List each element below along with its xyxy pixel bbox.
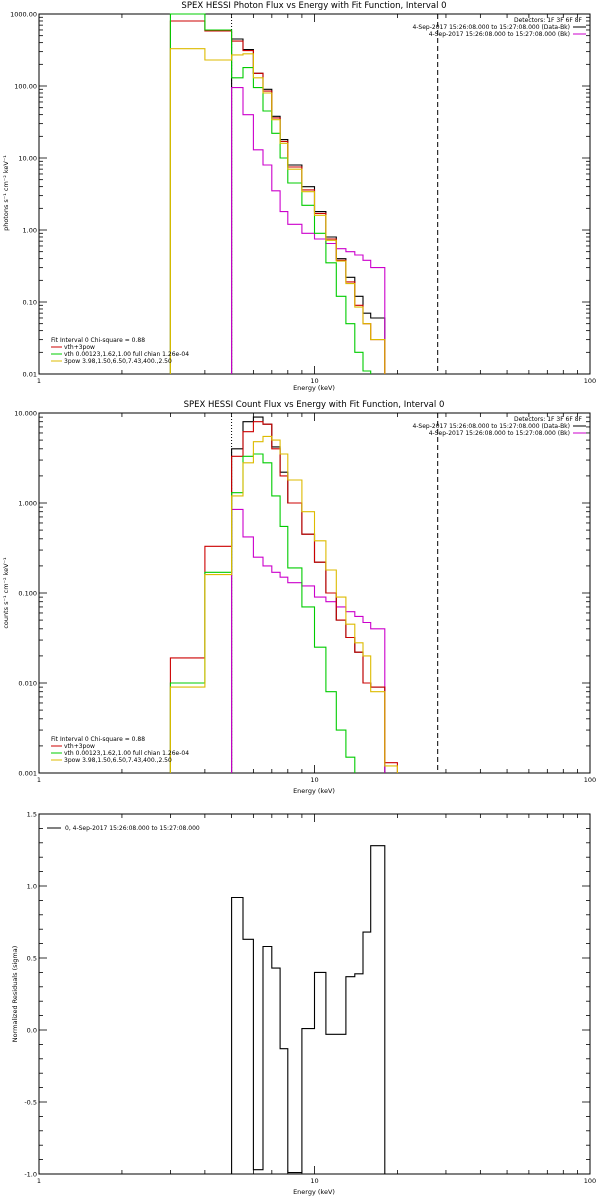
legend-entry-label: 4-Sep-2017 15:26:08.000 to 15:27:08.000 … — [412, 423, 570, 430]
legend-entry-label: vth+3pow — [64, 743, 95, 750]
series-vth-3pow — [169, 20, 386, 374]
legend-entry-label: 4-Sep-2017 15:26:08.000 to 15:27:08.000 … — [412, 24, 570, 31]
y-tick-label: 0.0 — [27, 1027, 37, 1035]
x-tick-label: 100 — [584, 1177, 596, 1185]
y-tick-label: 0.5 — [27, 955, 37, 963]
series-residuals — [231, 845, 386, 1174]
legend-entry-label: vth 0.00123,1.62,1.00 full chian 1.26e-0… — [64, 351, 189, 358]
x-tick-label: 1 — [37, 776, 41, 784]
count-flux-panel: SPEX HESSI Count Flux vs Energy with Fit… — [2, 400, 596, 795]
x-axis-label: Energy (keV) — [293, 1188, 335, 1196]
series-vth — [169, 453, 356, 773]
y-tick-label: 1.5 — [27, 811, 37, 819]
y-tick-label: 0.01 — [23, 371, 37, 379]
y-tick-label: 1.0 — [27, 883, 37, 891]
x-tick-label: 1 — [37, 1177, 41, 1185]
residuals-panel: Energy (keV) Normalized Residuals (sigma… — [11, 811, 596, 1197]
legend-entry-label: 0, 4-Sep-2017 15:26:08.000 to 15:27:08.0… — [65, 825, 200, 832]
x-axis-label: Energy (keV) — [293, 384, 335, 392]
y-tick-label: -0.5 — [24, 1099, 37, 1107]
x-tick-label: 10 — [310, 377, 318, 385]
y-tick-label: 10.000 — [14, 410, 37, 418]
photon-flux-panel: SPEX HESSI Photon Flux vs Energy with Fi… — [2, 1, 596, 392]
y-axis-label: counts s⁻¹ cm⁻² keV⁻¹ — [2, 557, 10, 629]
y-tick-label: -1.0 — [24, 1171, 37, 1179]
series-vth — [169, 13, 372, 374]
legend-entry-label: vth 0.00123,1.62,1.00 full chian 1.26e-0… — [64, 750, 189, 757]
y-tick-label: 1.00 — [23, 227, 37, 235]
legend-entry-label: 4-Sep-2017 15:26:08.000 to 15:27:08.000 … — [429, 430, 570, 437]
series-3pow — [169, 48, 386, 374]
series-data-bk — [231, 416, 386, 773]
y-tick-label: 1000.00 — [10, 11, 37, 19]
y-tick-label: 0.100 — [18, 590, 37, 598]
y-axis-label: Normalized Residuals (sigma) — [11, 946, 19, 1043]
y-tick-label: 0.010 — [18, 680, 37, 688]
y-tick-label: 0.001 — [18, 770, 37, 778]
series-bk — [231, 508, 386, 773]
y-tick-label: 0.10 — [23, 299, 37, 307]
x-tick-label: 100 — [584, 776, 596, 784]
legend-entry-label: vth+3pow — [64, 344, 95, 351]
x-tick-label: 10 — [310, 776, 318, 784]
chart-title: SPEX HESSI Count Flux vs Energy with Fit… — [184, 400, 445, 410]
y-tick-label: 100.00 — [14, 83, 37, 91]
y-tick-label: 1.000 — [18, 500, 37, 508]
legend-fit-header: Fit Interval 0 Chi-square = 0.88 — [51, 337, 145, 344]
x-tick-label: 1 — [37, 377, 41, 385]
legend-detectors: Detectors: 1F 3F 6F 8F — [514, 17, 583, 24]
y-axis-label: photons s⁻¹ cm⁻² keV⁻¹ — [2, 155, 10, 231]
chart-title: SPEX HESSI Photon Flux vs Energy with Fi… — [181, 1, 446, 11]
legend-entry-label: 3pow 3.98,1.50,6.50,7.43,400.,2.50 — [64, 358, 172, 365]
legend-entry-label: 4-Sep-2017 15:26:08.000 to 15:27:08.000 … — [429, 31, 570, 38]
legend-detectors: Detectors: 1F 3F 6F 8F — [514, 416, 583, 423]
series-3pow — [169, 435, 398, 773]
y-tick-label: 10.00 — [18, 155, 37, 163]
series-data-bk — [231, 38, 386, 374]
series-bk — [231, 87, 386, 374]
x-axis-label: Energy (keV) — [293, 787, 335, 795]
x-tick-label: 10 — [310, 1177, 318, 1185]
legend-entry-label: 3pow 3.98,1.50,6.50,7.43,400.,2.50 — [64, 757, 172, 764]
legend-fit-header: Fit Interval 0 Chi-square = 0.88 — [51, 736, 145, 743]
series-vth-3pow — [169, 421, 398, 773]
x-tick-label: 100 — [584, 377, 596, 385]
